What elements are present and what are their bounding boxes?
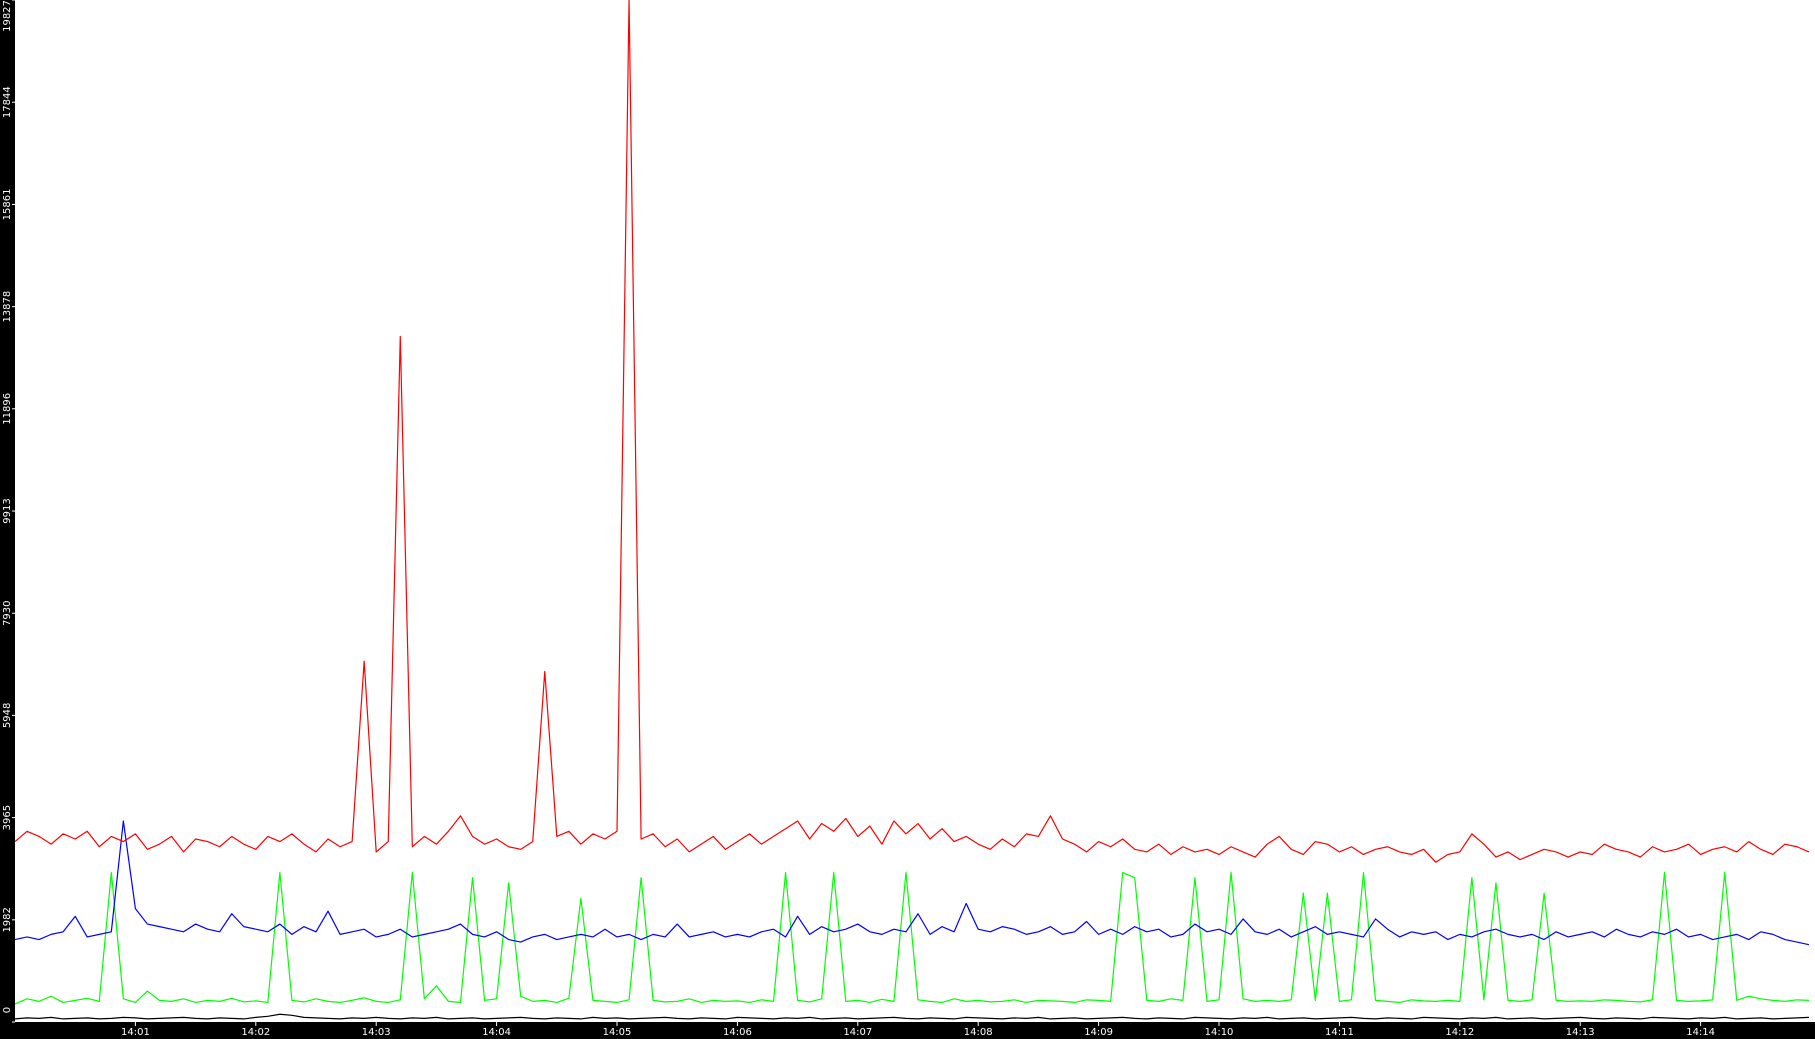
y-tick-label: 3965 <box>2 805 13 830</box>
y-tick-label: 17844 <box>2 86 13 118</box>
x-tick-label: 14:09 <box>1084 1027 1113 1038</box>
y-tick-label: 11896 <box>2 393 13 425</box>
x-tick-label: 14:05 <box>603 1027 632 1038</box>
x-tick-label: 14:01 <box>121 1027 150 1038</box>
y-tick-label: 19827 <box>2 0 13 32</box>
series-line <box>14 871 1810 1005</box>
x-tick-label: 14:06 <box>723 1027 752 1038</box>
y-tick-label: 7930 <box>2 601 13 626</box>
y-tick-label: 5948 <box>2 703 13 728</box>
series-line <box>14 1013 1810 1020</box>
plot-area <box>15 0 1815 1022</box>
series-line <box>14 820 1810 946</box>
x-tick-label: 14:14 <box>1686 1027 1715 1038</box>
x-tick-label: 14:08 <box>964 1027 993 1038</box>
y-tick-label: 0 <box>2 1007 13 1013</box>
x-tick-label: 14:12 <box>1445 1027 1474 1038</box>
y-tick-label: 1982 <box>2 907 13 932</box>
series-line <box>14 0 1810 863</box>
x-tick-label: 14:10 <box>1205 1027 1234 1038</box>
y-tick-label: 15861 <box>2 189 13 221</box>
x-tick-label: 14:02 <box>241 1027 270 1038</box>
x-tick-label: 14:04 <box>482 1027 511 1038</box>
x-tick-label: 14:03 <box>362 1027 391 1038</box>
y-tick-label: 9913 <box>2 498 13 523</box>
x-tick-label: 14:13 <box>1566 1027 1595 1038</box>
x-tick-label: 14:07 <box>843 1027 872 1038</box>
x-tick-label: 14:11 <box>1325 1027 1354 1038</box>
y-tick-label: 13878 <box>2 291 13 323</box>
